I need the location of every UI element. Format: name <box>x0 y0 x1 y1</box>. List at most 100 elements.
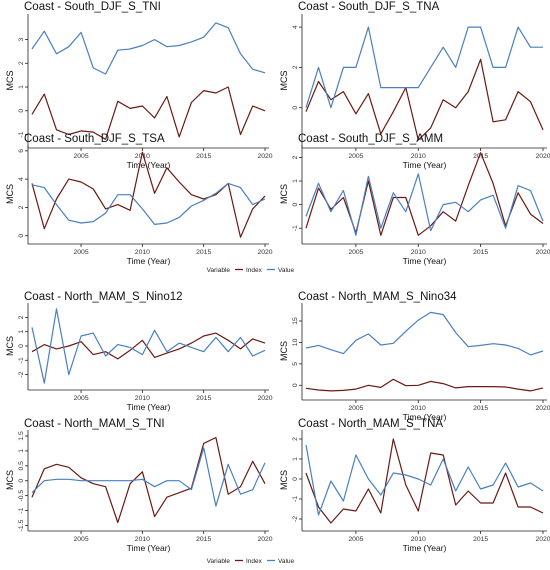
series-line-index <box>31 332 266 360</box>
y-axis-label: MCS <box>279 470 289 490</box>
x-axis-label: Time (Year) <box>127 543 171 553</box>
x-tick-label: 2010 <box>411 249 426 256</box>
x-tick-label: 2015 <box>196 249 211 256</box>
panel-7: Coast - North_MAM_S_TNI -1.5 -1 -0.5 0 0.5 1 1.… <box>5 418 273 553</box>
x-tick-label: 2010 <box>135 153 150 160</box>
y-tick-label: 5 <box>292 362 299 366</box>
y-axis-label: MCS <box>5 184 15 204</box>
y-tick-label: 1.5 <box>18 431 25 441</box>
y-tick-label: 1 <box>18 85 25 89</box>
series-line-index <box>305 378 544 392</box>
x-tick-label: 2005 <box>73 249 88 256</box>
x-tick-label: 2005 <box>73 153 88 160</box>
x-tick-label: 2010 <box>411 153 426 160</box>
x-tick-label: 2015 <box>196 153 211 160</box>
series-line-index <box>305 58 544 141</box>
y-tick-label: -1 <box>18 507 25 513</box>
series-line-index <box>31 86 266 140</box>
panel-1: Coast - South_DJF_S_TNI -1 0 1 2 3 2005 2010 201… <box>5 1 273 170</box>
panel-title: Coast - North_MAM_S_TNI <box>24 418 165 430</box>
y-tick-label: 3 <box>18 37 25 41</box>
x-tick-label: 2005 <box>348 405 363 412</box>
y-tick-label: -2 <box>292 516 299 522</box>
x-tick-label: 2010 <box>135 395 150 402</box>
y-tick-label: -1 <box>18 131 25 137</box>
panel-title: Coast - North_MAM_S_TNA <box>298 418 443 430</box>
y-tick-label: 1 <box>292 179 299 183</box>
x-tick-label: 2020 <box>257 536 272 543</box>
x-tick-label: 2015 <box>473 536 488 543</box>
panel-2: Coast - South_DJF_S_TNA 0 2 4 2005 2010 2015 20… <box>279 1 550 170</box>
series-line-value <box>31 22 266 75</box>
x-axis-label: Time (Year) <box>403 160 447 170</box>
panel-title: Coast - South_DJF_S_AMM <box>298 133 443 145</box>
y-tick-label: 1 <box>18 449 25 453</box>
y-axis-label: MCS <box>279 71 289 91</box>
y-axis-label: MCS <box>5 71 15 91</box>
x-tick-label: 2010 <box>135 249 150 256</box>
x-tick-label: 2020 <box>535 405 550 412</box>
series-line-index <box>305 438 544 524</box>
legend-title: Variable <box>207 558 231 565</box>
x-tick-label: 2005 <box>73 395 88 402</box>
x-tick-label: 2010 <box>411 536 426 543</box>
x-axis-label: Time (Year) <box>127 402 171 412</box>
panel-3: Coast - South_DJF_S_TSA 0 2 4 6 2005 2010 2015 2… <box>5 133 273 266</box>
legend-label-index: Index <box>246 558 263 565</box>
y-tick-label: 0 <box>292 383 299 387</box>
panel-6: Coast - North_MAM_S_Nino34 0 5 10 15 2005 2010… <box>279 291 550 422</box>
x-tick-label: 2020 <box>257 249 272 256</box>
legend-title: Variable <box>207 267 231 274</box>
x-tick-label: 2005 <box>73 536 88 543</box>
x-tick-label: 2005 <box>348 249 363 256</box>
x-tick-label: 2005 <box>348 153 363 160</box>
panel-title: Coast - South_DJF_S_TSA <box>24 133 165 145</box>
y-tick-label: 0 <box>292 477 299 481</box>
y-tick-label: -2 <box>18 371 25 377</box>
x-axis-label: Time (Year) <box>127 256 171 266</box>
y-tick-label: 4 <box>292 25 299 29</box>
y-tick-label: -1 <box>292 496 299 502</box>
x-tick-label: 2020 <box>257 153 272 160</box>
y-tick-label: -1.5 <box>18 519 25 531</box>
y-tick-label: 0.5 <box>18 461 25 471</box>
x-tick-label: 2015 <box>473 249 488 256</box>
series-line-value <box>31 308 266 384</box>
series-line-value <box>31 447 266 507</box>
series-line-value <box>305 173 544 236</box>
y-tick-label: 0 <box>18 479 25 483</box>
series-line-value <box>31 182 266 225</box>
y-tick-label: 2 <box>18 61 25 65</box>
y-tick-label: -0.5 <box>18 490 25 502</box>
series-line-index <box>31 436 266 524</box>
legend-label-value: Value <box>278 558 295 565</box>
series-line-value <box>305 444 544 516</box>
legend-label-index: Index <box>246 267 263 274</box>
x-tick-label: 2015 <box>473 405 488 412</box>
x-axis-label: Time (Year) <box>403 543 447 553</box>
legend-2: Variable Index Value <box>207 558 295 565</box>
panel-title: Coast - North_MAM_S_Nino34 <box>298 291 457 303</box>
y-axis-label: MCS <box>5 336 15 356</box>
y-tick-label: 2 <box>292 437 299 441</box>
y-axis-label: MCS <box>279 184 289 204</box>
series-line-value <box>305 26 543 109</box>
x-axis-label: Time (Year) <box>403 412 447 422</box>
x-tick-label: 2020 <box>257 395 272 402</box>
y-tick-label: 4 <box>18 177 25 181</box>
y-tick-label: 1 <box>18 330 25 334</box>
y-tick-label: 2 <box>18 315 25 319</box>
x-tick-label: 2015 <box>196 536 211 543</box>
x-tick-label: 2015 <box>473 153 488 160</box>
y-tick-label: 0 <box>18 109 25 113</box>
x-tick-label: 2010 <box>411 405 426 412</box>
panel-8: Coast - North_MAM_S_TNA -2 -1 0 1 2 2005 2010 20… <box>279 418 550 553</box>
legend-1: Variable Index Value <box>207 267 295 274</box>
x-tick-label: 2005 <box>348 536 363 543</box>
y-tick-label: 1 <box>292 457 299 461</box>
x-tick-label: 2020 <box>535 249 550 256</box>
x-tick-label: 2020 <box>535 536 550 543</box>
panel-4: Coast - South_DJF_S_AMM -1 0 1 2 2005 2010 2015… <box>279 133 550 266</box>
y-tick-label: 2 <box>292 65 299 69</box>
legend-label-value: Value <box>278 267 295 274</box>
